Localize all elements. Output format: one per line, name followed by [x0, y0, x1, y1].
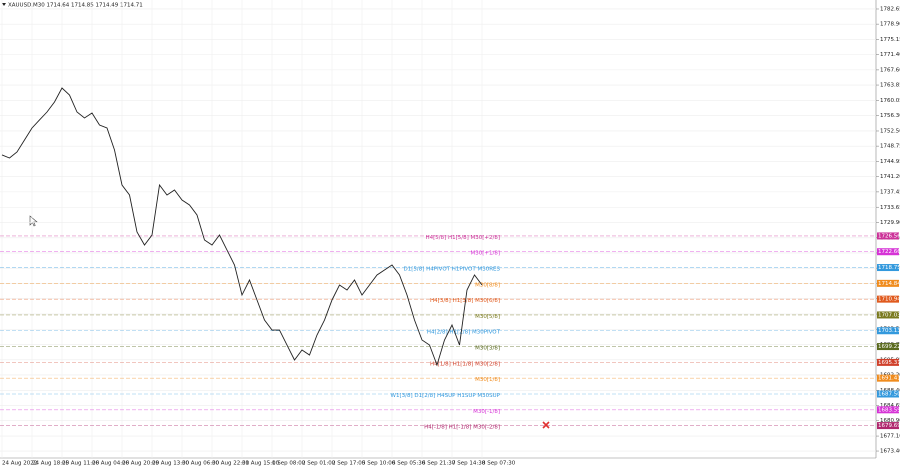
symbol-menu-arrow[interactable]	[2, 3, 6, 6]
y-tick-label: 1741.20	[880, 174, 900, 180]
level-tag-label: 1699.22	[878, 344, 900, 350]
y-tick-label: 1756.30	[880, 113, 900, 119]
level-label: M30[-1/8]	[473, 409, 500, 415]
x-tick-label: 2 Sep 01:00	[302, 461, 336, 467]
level-label: H4[2/8] H1[2/8] M30PIVOT	[427, 330, 501, 336]
x-tick-label: 29 Aug 13:00	[152, 461, 190, 467]
level-tag-label: 1714.84	[878, 281, 900, 287]
close-marker	[542, 421, 550, 429]
y-tick-label: 1760.05	[880, 98, 900, 104]
level-label: M30[3/8]	[475, 346, 500, 352]
level-tag-label: 1683.59	[878, 407, 900, 413]
level-tag-label: 1726.56	[878, 233, 900, 239]
level-tag	[877, 422, 899, 430]
y-tick-label: 1748.75	[880, 144, 900, 150]
x-tick-label: 8 Sep 07:30	[482, 461, 516, 467]
price-line	[1, 87, 483, 367]
level-tag-label: 1710.94	[878, 297, 900, 303]
y-tick-label: 1677.10	[880, 434, 900, 440]
level-tag-label: 1691.41	[878, 376, 900, 382]
level-tag	[877, 311, 899, 319]
level-tag	[877, 248, 899, 256]
level-label: M30[1/8]	[475, 377, 500, 383]
level-tag	[877, 374, 899, 382]
level-tag	[877, 406, 899, 414]
x-tick-label: 30 Aug 06:00	[182, 461, 220, 467]
level-label: M30[+1/8]	[471, 251, 501, 257]
y-tick-label: 1673.40	[880, 449, 900, 455]
y-tick-label: 1737.45	[880, 189, 900, 195]
x-tick-label: 6 Sep 05:30	[392, 461, 426, 467]
x-tick-label: 26 Aug 20:00	[122, 461, 160, 467]
level-tag	[877, 279, 899, 287]
level-tag-label: 1679.69	[878, 423, 900, 429]
y-tick-label: 1771.40	[880, 52, 900, 58]
x-tick-label: 30 Aug 22:00	[212, 461, 250, 467]
y-tick-label: 1782.65	[880, 6, 900, 12]
x-tick-label: 31 Aug 15:00	[242, 461, 280, 467]
x-tick-label: 7 Sep 14:30	[452, 461, 486, 467]
level-tag	[877, 358, 899, 366]
y-tick-label: 1778.90	[880, 22, 900, 28]
level-label: H4[1/8] H1[1/8] M30[2/8]	[430, 361, 500, 367]
level-tag	[877, 327, 899, 335]
level-tag	[877, 264, 899, 272]
x-tick-label: 24 Aug 2022	[2, 461, 37, 467]
level-tag-label: 1718.75	[878, 265, 900, 271]
level-tag-label: 1707.03	[878, 312, 900, 318]
y-tick-label: 1684.65	[880, 403, 900, 409]
y-tick-label: 1752.50	[880, 128, 900, 134]
level-tag-label: 1695.31	[878, 360, 900, 366]
level-tag	[877, 295, 899, 303]
level-tag	[877, 232, 899, 240]
level-tag-label: 1687.50	[878, 391, 900, 397]
y-tick-label: 1744.95	[880, 159, 900, 165]
x-tick-label: 1 Sep 08:00	[272, 461, 306, 467]
level-label: M30[5/8]	[475, 314, 500, 320]
x-tick-label: 6 Sep 21:30	[422, 461, 456, 467]
level-label: H4[5/8] H1[5/8] M30[+2/8]	[425, 235, 500, 241]
y-tick-label: 1767.60	[880, 67, 900, 73]
level-label: W1[3/8] D1[2/8] H4SUP H1SUP M30SUP	[391, 393, 501, 399]
x-tick-label: 26 Aug 04:00	[92, 461, 130, 467]
level-label: D1[5/8] H4PIVOT H1PIVOT M30RES	[403, 267, 500, 273]
y-tick-label: 1733.65	[880, 205, 900, 211]
x-tick-label: 2 Sep 17:00	[332, 461, 366, 467]
cross-line	[542, 421, 550, 429]
y-tick-label: 1775.15	[880, 37, 900, 43]
level-tag-label: 1722.66	[878, 249, 900, 255]
y-tick-label: 1763.85	[880, 83, 900, 89]
x-tick-label: 24 Aug 18:00	[32, 461, 70, 467]
x-tick-label: 5 Sep 10:00	[362, 461, 396, 467]
level-tag	[877, 343, 899, 351]
level-label: H4[3/8] H1[3/8] M30[6/8]	[430, 298, 500, 304]
x-tick-label: 25 Aug 11:00	[62, 461, 100, 467]
level-tag	[877, 390, 899, 398]
chart-title: XAUUSD,M30 1714.64 1714.85 1714.49 1714.…	[8, 3, 143, 9]
level-label: H4[-1/8] H1[-1/8] M30[-2/8]	[424, 425, 500, 431]
y-tick-label: 1729.90	[880, 220, 900, 226]
level-tag-label: 1703.13	[878, 328, 900, 334]
y-tick-label: 1680.90	[880, 418, 900, 424]
level-label: M30[8/8]	[475, 282, 500, 288]
